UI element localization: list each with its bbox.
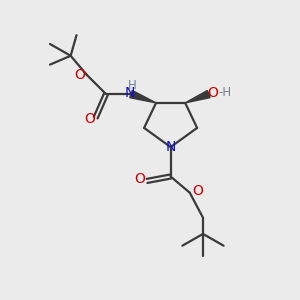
Text: -H: -H (218, 86, 232, 99)
Text: O: O (207, 85, 218, 100)
Text: H: H (128, 79, 137, 92)
Polygon shape (185, 91, 210, 103)
Polygon shape (130, 90, 156, 103)
Text: N: N (165, 140, 176, 154)
Text: O: O (84, 112, 95, 126)
Text: O: O (134, 172, 145, 186)
Text: N: N (124, 85, 135, 100)
Text: O: O (193, 184, 203, 198)
Text: O: O (74, 68, 85, 82)
